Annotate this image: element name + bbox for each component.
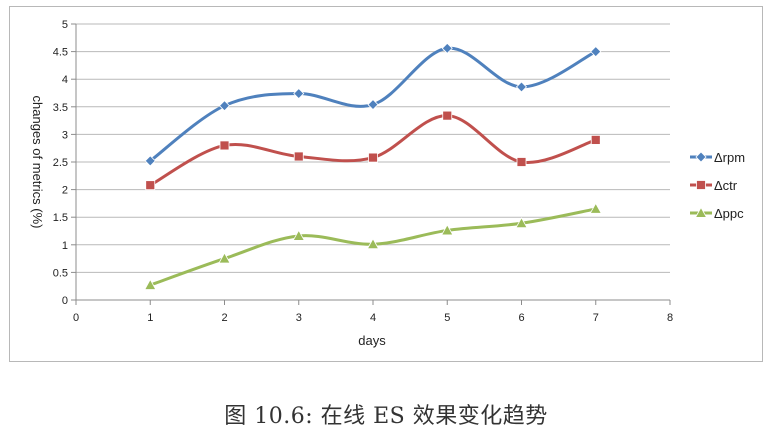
line-chart: 00.511.522.533.544.550 1 2 3 4 5 6 7 8 ΔrpmΔctrΔ… — [30, 19, 745, 348]
y-tick-label: 3.5 — [53, 102, 68, 114]
y-tick-label: 4.5 — [53, 47, 68, 59]
data-point-rpm — [515, 81, 528, 93]
data-point-rpm — [441, 42, 453, 54]
x-axis-title: days — [358, 333, 386, 348]
x-tick-label: 1 — [147, 312, 153, 324]
x-tick-label: 2 — [221, 312, 227, 324]
y-tick-label: 2.5 — [53, 157, 68, 169]
series-rpm — [144, 42, 602, 167]
data-point-ctr — [516, 157, 527, 167]
data-point-ctr — [293, 151, 304, 162]
series-ppc — [144, 202, 602, 290]
legend-label: Δppc — [714, 206, 744, 221]
data-point-ppc — [589, 202, 602, 214]
data-point-rpm — [367, 99, 379, 111]
data-point-rpm — [144, 155, 156, 167]
y-axis-title: changes of metrics (%) — [30, 96, 45, 229]
data-point-rpm — [590, 46, 602, 58]
data-point-ppc — [292, 229, 305, 241]
legend-item-rpm: Δrpm — [690, 150, 745, 165]
y-tick-label: 0.5 — [53, 267, 68, 279]
x-tick-label: 6 — [518, 312, 524, 324]
legend-marker — [694, 206, 708, 218]
legend-label: Δctr — [714, 178, 738, 193]
chart-frame — [9, 6, 763, 362]
data-point-rpm — [218, 100, 231, 112]
series-line-ctr — [148, 114, 598, 187]
y-tick-label: 0 — [62, 295, 68, 307]
data-point-ppc — [441, 224, 454, 236]
data-point-ctr — [145, 180, 156, 191]
data-point-ctr — [590, 135, 601, 145]
data-point-rpm — [293, 87, 305, 100]
axes — [71, 23, 671, 305]
legend: Δrpm Δctr Δppc — [690, 150, 745, 221]
series-ctr — [145, 110, 601, 191]
figure-caption: 图 10.6: 在线 ES 效果变化趋势 — [224, 404, 548, 429]
y-tick-label: 3 — [62, 129, 68, 141]
y-tick-label: 4 — [62, 74, 68, 86]
legend-item-ppc: Δppc — [690, 206, 744, 221]
data-point-ctr — [219, 140, 230, 151]
y-tick-label: 1 — [62, 240, 68, 252]
series — [144, 42, 602, 290]
data-point-ctr — [368, 152, 378, 163]
y-tick-label: 2 — [62, 185, 68, 197]
x-tick-label: 3 — [296, 312, 302, 324]
legend-label: Δrpm — [714, 150, 745, 165]
y-tick-label: 1.5 — [53, 212, 68, 224]
y-tick-label: 5 — [62, 19, 68, 31]
x-tick-label: 8 — [667, 312, 673, 324]
x-tick-label: 0 — [73, 312, 79, 324]
data-point-ppc — [366, 237, 380, 250]
legend-marker — [695, 151, 707, 163]
x-tick-label: 5 — [444, 312, 450, 324]
x-tick-label: 7 — [593, 312, 599, 324]
tick-labels: 0 0.5 1 1.5 2 2.5 3 3.5 4 4.5 5 0 1 2 3 4 5 6 7 8 — [53, 19, 673, 324]
x-tick-label: 4 — [370, 312, 376, 324]
gridlines — [76, 23, 670, 273]
data-point-ctr — [442, 110, 453, 121]
legend-marker — [696, 180, 706, 190]
data-point-ppc — [515, 216, 528, 229]
data-point-ppc — [144, 278, 157, 290]
legend-item-ctr: Δctr — [690, 178, 738, 193]
data-point-ppc — [218, 252, 231, 264]
